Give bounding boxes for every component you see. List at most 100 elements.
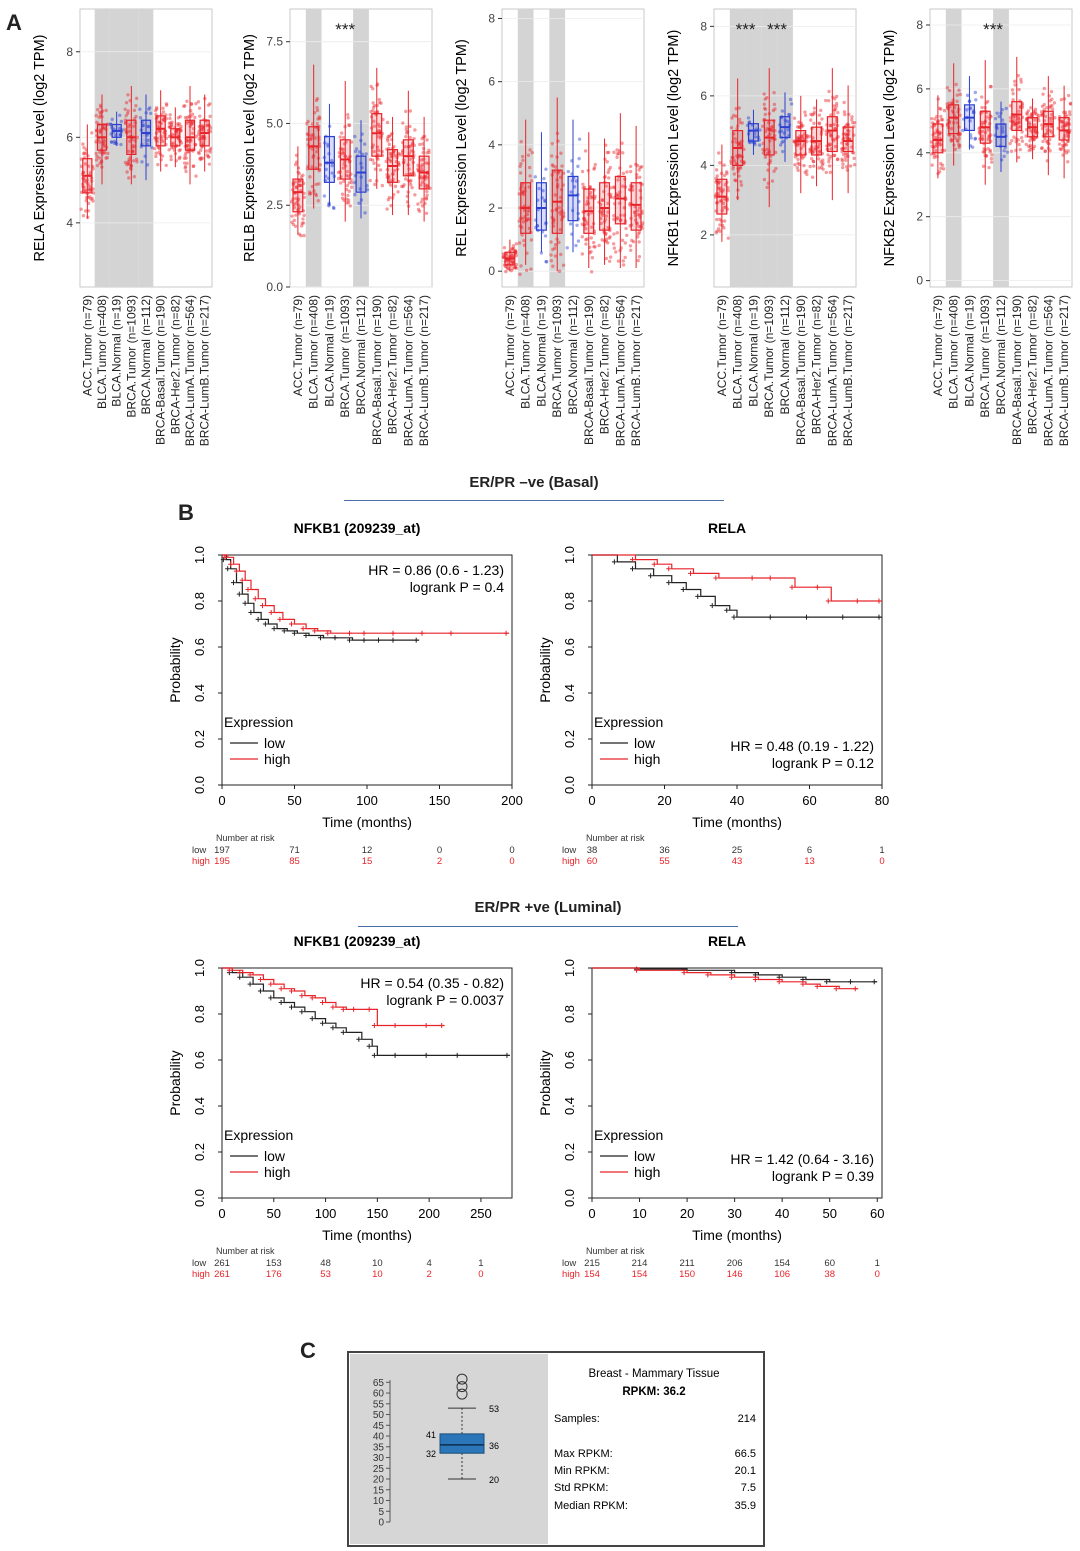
data-point — [612, 232, 616, 236]
data-point — [1049, 130, 1054, 134]
data-point — [958, 143, 962, 148]
data-point — [796, 141, 800, 146]
data-point — [339, 181, 343, 185]
data-point — [1044, 105, 1049, 110]
data-point — [541, 188, 545, 193]
legend-label-high: high — [264, 751, 290, 767]
data-point — [425, 183, 429, 188]
data-point — [551, 164, 555, 168]
data-point — [342, 147, 346, 152]
data-point — [965, 108, 969, 112]
data-point — [1040, 104, 1045, 108]
data-point — [560, 164, 564, 168]
data-point — [811, 159, 816, 164]
data-point — [580, 235, 584, 239]
data-point — [95, 120, 99, 125]
censor-mark — [800, 981, 806, 987]
data-point — [575, 223, 579, 227]
censor-mark — [454, 1052, 460, 1058]
data-point — [805, 172, 809, 177]
data-point — [717, 180, 721, 184]
data-point — [201, 127, 205, 131]
censor-mark — [767, 614, 773, 620]
data-point — [988, 148, 992, 152]
data-point — [132, 174, 137, 179]
data-point — [732, 159, 737, 163]
y-tick-label: 0.8 — [562, 1005, 577, 1023]
data-point — [313, 192, 318, 196]
data-point — [297, 232, 301, 236]
data-point — [183, 166, 187, 170]
x-tick-label: 150 — [367, 1206, 389, 1221]
risk-value: 13 — [804, 856, 815, 867]
data-point — [800, 156, 805, 160]
section-header-basal-rule — [344, 500, 724, 501]
km-title: RELA — [708, 520, 746, 536]
category-label: BRCA-Basal.Tumor (n=190) — [370, 295, 384, 445]
data-point — [519, 162, 523, 166]
data-point — [336, 170, 341, 175]
data-point — [167, 125, 171, 129]
data-point — [371, 158, 375, 162]
data-point — [208, 150, 212, 154]
data-point — [735, 127, 739, 131]
data-point — [812, 147, 816, 151]
data-point — [393, 184, 398, 189]
data-point — [828, 132, 833, 136]
data-point — [829, 134, 833, 138]
data-point — [715, 217, 719, 222]
data-point — [938, 136, 942, 140]
data-point — [590, 256, 595, 260]
data-point — [961, 128, 965, 133]
data-point — [199, 157, 203, 162]
data-point — [1061, 143, 1065, 148]
data-point — [145, 163, 150, 167]
data-point — [350, 185, 354, 189]
data-point — [146, 124, 150, 129]
data-point — [834, 104, 839, 108]
data-point — [845, 168, 850, 172]
data-point — [600, 238, 604, 242]
data-point — [184, 151, 188, 155]
data-point — [519, 264, 523, 268]
data-point — [207, 162, 212, 166]
data-point — [200, 134, 205, 138]
censor-mark — [804, 614, 809, 620]
data-point — [990, 153, 994, 157]
data-point — [392, 144, 396, 149]
box — [614, 175, 626, 225]
data-point — [569, 190, 573, 194]
data-point — [1032, 137, 1036, 142]
data-point — [186, 143, 190, 148]
data-point — [377, 148, 381, 153]
data-point — [957, 136, 961, 141]
data-point — [420, 136, 424, 141]
censor-mark — [248, 610, 254, 615]
data-point — [795, 165, 800, 170]
data-point — [980, 105, 984, 110]
category-label: BRCA.Tumor (n=1093) — [978, 295, 992, 418]
data-point — [739, 180, 743, 184]
km-curve-low — [222, 967, 510, 1056]
data-point — [301, 217, 305, 221]
data-point — [803, 110, 807, 114]
data-point — [939, 143, 943, 147]
data-point — [387, 195, 392, 200]
data-point — [592, 166, 597, 170]
data-point — [369, 84, 373, 89]
km-plot-basal-nfkb1: NFKB1 (209239_at)0.00.20.40.60.81.00 50 10… — [167, 520, 523, 867]
data-point — [606, 241, 610, 245]
data-point — [119, 119, 124, 124]
data-point — [134, 157, 139, 161]
logrank-p: logrank P = 0.0037 — [386, 992, 504, 1008]
x-tick-label: 150 — [429, 793, 451, 808]
gtex-stat-label: Median RPKM: — [554, 1500, 628, 1512]
data-point — [853, 120, 857, 125]
gtex-y-tick-label: 20 — [373, 1475, 385, 1486]
category-label: BRCA-LumB.Tumor (n=217) — [198, 295, 212, 446]
category-label: BRCA.Tumor (n=1093) — [550, 295, 564, 418]
data-point — [843, 151, 848, 155]
data-point — [1026, 144, 1031, 149]
x-tick-label: 20 — [680, 1206, 694, 1221]
data-point — [520, 192, 524, 196]
